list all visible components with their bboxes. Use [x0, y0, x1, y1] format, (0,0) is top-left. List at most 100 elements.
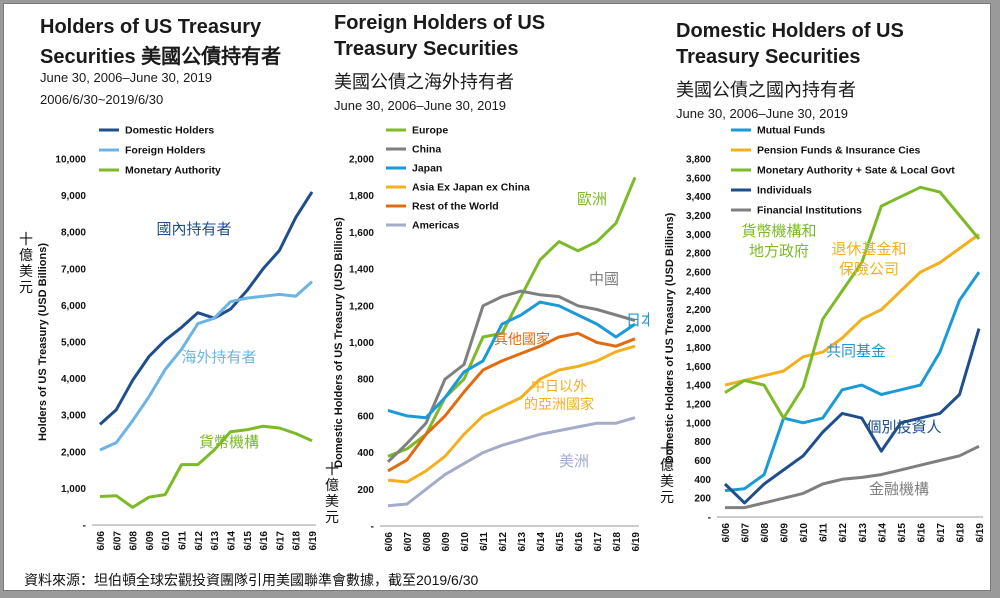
legend-label: Japan — [412, 163, 442, 175]
y-tick-label: 2,000 — [349, 155, 374, 166]
chart-panel-foreign: Foreign Holders of US Treasury Securitie… — [324, 4, 649, 564]
y-tick-label: 8,000 — [61, 228, 86, 239]
x-tick-label: 6/07 — [741, 523, 752, 543]
y-axis-unit-char: 美 — [660, 473, 674, 489]
x-tick-label: 6/14 — [877, 523, 888, 543]
y-tick-label: 4,000 — [61, 374, 86, 385]
x-tick-label: 6/12 — [498, 532, 509, 552]
y-tick-label: 400 — [357, 448, 374, 459]
y-tick-label: 3,000 — [61, 411, 86, 422]
series-line-0 — [98, 191, 314, 426]
chart-svg-holders: - 1,000 2,000 3,000 4,000 5,000 6,000 7,000 8,00… — [19, 125, 319, 551]
series-line-2 — [387, 300, 636, 420]
x-tick-label: 6/06 — [384, 532, 395, 552]
x-tick-label: 6/09 — [441, 532, 452, 552]
x-tick-label: 6/17 — [593, 532, 604, 552]
chart-title-line-2: Treasury Securities — [334, 38, 519, 60]
legend-label: Asia Ex Japan ex China — [412, 182, 530, 194]
x-tick-label: 6/10 — [161, 531, 172, 551]
x-tick-label: 6/18 — [955, 523, 966, 543]
series-annotation: 日本 — [626, 312, 649, 329]
y-tick-label: 600 — [357, 411, 374, 422]
x-tick-label: 6/16 — [916, 523, 927, 543]
y-axis-label: Domestic Holders of US Treasury (USD Bil… — [333, 217, 345, 468]
x-tick-label: 6/16 — [259, 531, 270, 551]
series-annotation: 其他國家 — [494, 331, 550, 347]
y-axis-unit-char: 億 — [660, 457, 674, 473]
x-tick-label: 6/19 — [308, 531, 319, 551]
x-tick-label: 6/06 — [721, 523, 732, 543]
y-tick-label: 2,000 — [686, 324, 711, 335]
y-tick-label: - — [371, 522, 374, 533]
chart-subtitle-line-1: June 30, 2006–June 30, 2019 — [334, 98, 507, 113]
series-annotation: 歐洲 — [577, 191, 607, 208]
y-axis-unit-char: 十 — [325, 461, 339, 477]
x-tick-label: 6/07 — [112, 531, 123, 551]
y-tick-label: 2,400 — [686, 286, 711, 297]
y-tick-label: 1,400 — [686, 381, 711, 392]
series-line-2 — [99, 424, 313, 509]
y-axis-label: Holders of US Treasury (USD Billions) — [37, 243, 49, 441]
x-tick-label: 6/15 — [243, 531, 254, 551]
series-annotation: 退休基金和 — [831, 241, 906, 258]
y-tick-label: 1,400 — [349, 265, 374, 276]
chart-frame: Holders of US Treasury Securities 美國公債持有… — [3, 3, 991, 591]
legend-label: Foreign Holders — [125, 145, 206, 157]
y-tick-label: - — [708, 513, 711, 524]
y-tick-label: 2,200 — [686, 305, 711, 316]
y-tick-label: 1,200 — [686, 399, 711, 410]
x-tick-label: 6/19 — [631, 532, 642, 552]
series-annotation: 地方政府 — [749, 243, 809, 260]
y-axis-unit-char: 億 — [325, 477, 339, 493]
y-tick-label: 10,000 — [55, 155, 86, 166]
y-tick-label: 5,000 — [61, 338, 86, 349]
x-tick-label: 6/19 — [975, 523, 986, 543]
chart-title-line-1: Domestic Holders of US — [676, 20, 904, 42]
legend-label: Pension Funds & Insurance Cies — [757, 145, 921, 157]
y-tick-label: 3,200 — [686, 211, 711, 222]
y-tick-label: 1,200 — [349, 301, 374, 312]
x-tick-label: 6/11 — [819, 523, 830, 542]
series-line-2 — [724, 185, 981, 420]
chart-subtitle-line-1: June 30, 2006–June 30, 2019 — [676, 106, 849, 121]
y-axis-unit-char: 十 — [660, 441, 674, 457]
source-note: 資料來源：坦伯頓全球宏觀投資團隊引用美國聯準會數據，截至2019/6/30 — [24, 572, 479, 588]
y-tick-label: 2,600 — [686, 268, 711, 279]
x-tick-label: 6/12 — [194, 531, 205, 551]
x-tick-label: 6/14 — [226, 531, 237, 551]
y-tick-label: 1,800 — [349, 191, 374, 202]
x-tick-label: 6/18 — [612, 532, 623, 552]
y-tick-label: 600 — [694, 456, 711, 467]
y-axis-unit-char: 元 — [660, 489, 674, 505]
chart-svg-foreign: - 200 400 600 800 1,000 1,200 1,400 1,600 1,800 2,… — [325, 125, 649, 552]
y-tick-label: 9,000 — [61, 191, 86, 202]
x-tick-label: 6/18 — [292, 531, 303, 551]
series-annotation: 國內持有者 — [156, 221, 231, 238]
x-tick-label: 6/08 — [422, 532, 433, 552]
chart-panel-domestic: Domestic Holders of US Treasury Securiti… — [649, 4, 989, 564]
y-tick-label: 2,800 — [686, 249, 711, 260]
y-tick-label: 3,000 — [686, 230, 711, 241]
y-tick-label: 6,000 — [61, 301, 86, 312]
series-annotation: 的亞洲國家 — [524, 396, 594, 412]
y-axis-label: Domestic Holders of US Treasury (USD Bil… — [664, 212, 676, 463]
legend-label: Rest of the World — [412, 201, 499, 213]
x-tick-label: 6/09 — [145, 531, 156, 551]
chart-title-line-1: Foreign Holders of US — [334, 12, 546, 34]
x-tick-label: 6/16 — [574, 532, 585, 552]
series-annotation: 共同基金 — [826, 343, 886, 360]
series-line-1 — [724, 233, 980, 387]
x-tick-label: 6/14 — [536, 532, 547, 552]
series-line-0 — [387, 176, 637, 458]
x-tick-label: 6/15 — [555, 532, 566, 552]
x-tick-label: 6/06 — [96, 531, 107, 551]
x-tick-label: 6/10 — [460, 532, 471, 552]
y-axis-unit-char: 億 — [19, 247, 33, 263]
series-annotation: 貨幣機構 — [199, 434, 259, 451]
series-annotation: 金融機構 — [869, 481, 929, 498]
y-tick-label: 3,400 — [686, 192, 711, 203]
chart-svg-domestic: - 200 400 600 800 1,000 1,200 1,400 1,600 1,800 2,… — [660, 125, 986, 543]
y-tick-label: 3,600 — [686, 173, 711, 184]
y-tick-label: 7,000 — [61, 264, 86, 275]
series-annotation: 個別投資人 — [866, 419, 941, 436]
